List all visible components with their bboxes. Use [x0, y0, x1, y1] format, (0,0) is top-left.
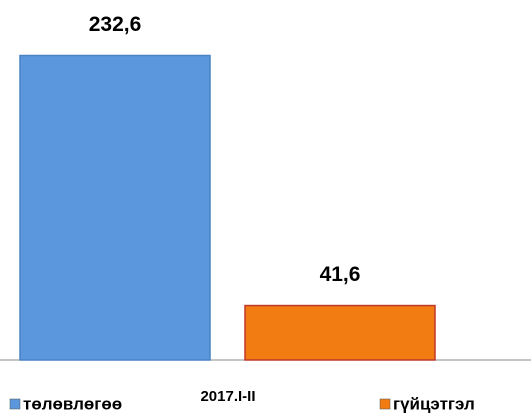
bar — [244, 304, 436, 361]
bar — [19, 54, 211, 361]
data-label: 232,6 — [89, 13, 142, 36]
legend-swatch — [9, 398, 21, 410]
data-label: 41,6 — [320, 263, 361, 286]
legend-label: гүйцэтгэл — [393, 394, 475, 413]
legend-swatch — [379, 398, 391, 410]
x-tick-label: 2017.I-II — [200, 388, 255, 405]
legend-label: төлөвлөгөө — [23, 394, 122, 413]
